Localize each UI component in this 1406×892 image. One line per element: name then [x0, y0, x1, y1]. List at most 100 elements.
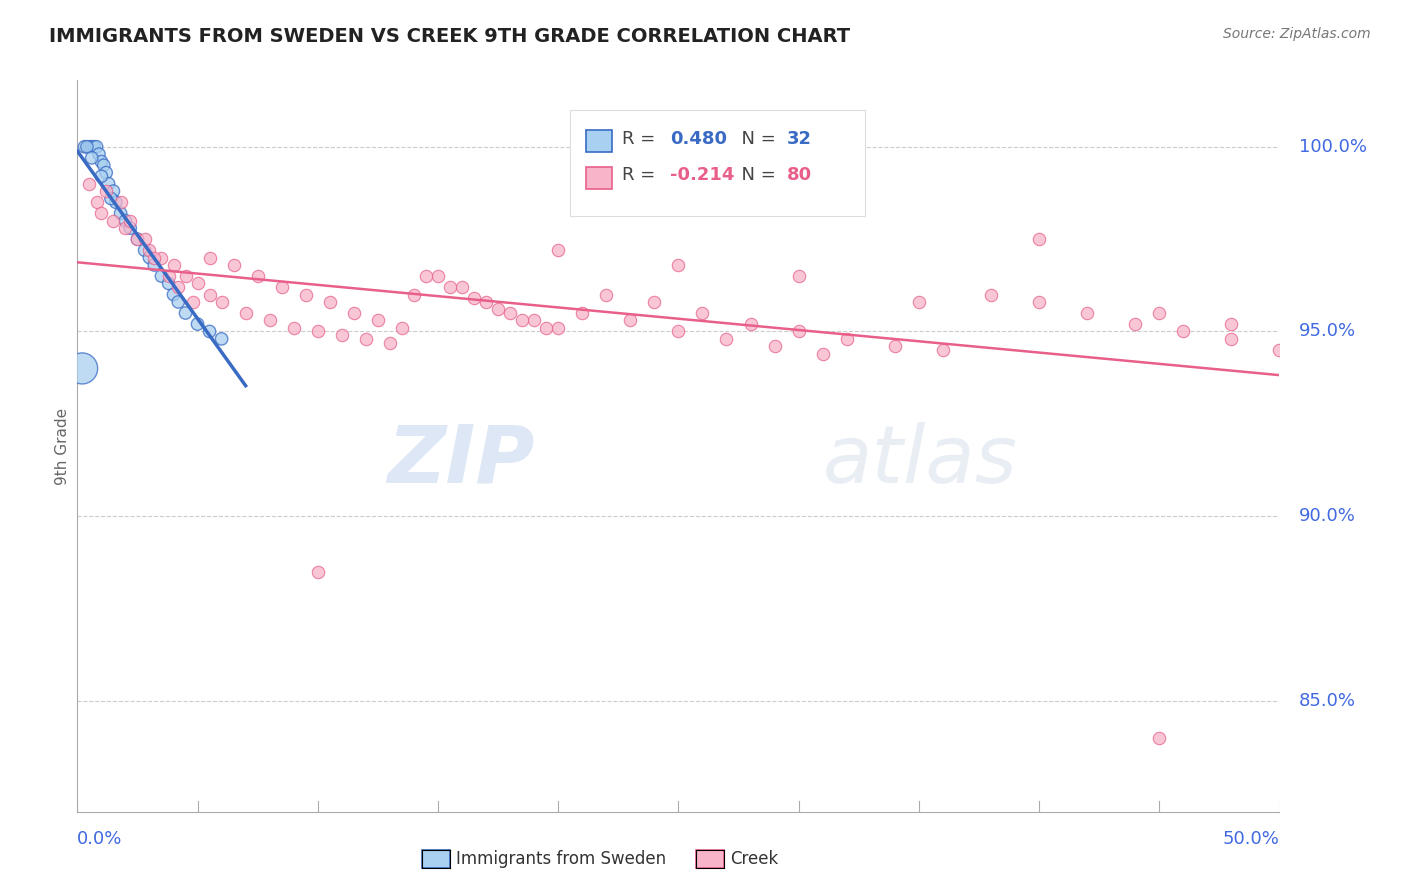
- Point: [391, 320, 413, 334]
- Point: [1149, 731, 1171, 745]
- Point: [1149, 306, 1171, 320]
- Point: [402, 287, 425, 301]
- FancyBboxPatch shape: [571, 110, 865, 216]
- Point: [811, 346, 834, 360]
- Point: [103, 213, 125, 227]
- Point: [90, 154, 112, 169]
- Point: [90, 206, 112, 220]
- Point: [1123, 317, 1146, 331]
- Point: [932, 343, 955, 357]
- Point: [354, 332, 377, 346]
- Point: [307, 325, 329, 339]
- Point: [475, 294, 498, 309]
- Point: [150, 268, 173, 283]
- Point: [716, 332, 738, 346]
- Point: [571, 306, 593, 320]
- Text: 0.0%: 0.0%: [77, 830, 122, 848]
- Point: [692, 306, 714, 320]
- Point: [96, 166, 118, 180]
- Point: [162, 258, 184, 272]
- Point: [70, 361, 93, 376]
- Text: IMMIGRANTS FROM SWEDEN VS CREEK 9TH GRADE CORRELATION CHART: IMMIGRANTS FROM SWEDEN VS CREEK 9TH GRAD…: [49, 27, 851, 45]
- Point: [343, 306, 366, 320]
- Point: [157, 277, 180, 291]
- Text: R =: R =: [621, 130, 661, 148]
- Point: [211, 332, 233, 346]
- Point: [186, 277, 209, 291]
- Text: 50.0%: 50.0%: [1223, 830, 1279, 848]
- Text: 95.0%: 95.0%: [1299, 323, 1355, 341]
- Point: [150, 251, 173, 265]
- Text: -0.214: -0.214: [671, 167, 734, 185]
- Point: [1028, 232, 1050, 246]
- Point: [80, 151, 103, 165]
- Point: [211, 294, 233, 309]
- Point: [787, 268, 810, 283]
- Point: [499, 306, 522, 320]
- Point: [595, 287, 617, 301]
- Text: ZIP: ZIP: [387, 422, 534, 500]
- Point: [83, 140, 105, 154]
- Point: [510, 313, 533, 327]
- Point: [451, 280, 474, 294]
- Text: atlas: atlas: [823, 422, 1018, 500]
- Point: [1076, 306, 1098, 320]
- Point: [307, 565, 329, 579]
- Text: 80: 80: [786, 167, 811, 185]
- Point: [463, 291, 485, 305]
- Point: [76, 140, 98, 154]
- Point: [643, 294, 665, 309]
- Point: [100, 192, 122, 206]
- Point: [174, 306, 197, 320]
- Point: [79, 177, 101, 191]
- Point: [378, 335, 401, 350]
- Point: [162, 287, 184, 301]
- Point: [740, 317, 762, 331]
- Text: R =: R =: [621, 167, 661, 185]
- Point: [87, 147, 110, 161]
- Point: [283, 320, 305, 334]
- Text: N =: N =: [730, 167, 782, 185]
- Point: [259, 313, 281, 327]
- Point: [1268, 343, 1291, 357]
- Text: 0.480: 0.480: [671, 130, 727, 148]
- Point: [198, 325, 221, 339]
- Point: [138, 251, 160, 265]
- Point: [167, 280, 190, 294]
- Point: [367, 313, 389, 327]
- Point: [134, 244, 156, 258]
- Point: [86, 195, 108, 210]
- Point: [235, 306, 257, 320]
- Text: Immigrants from Sweden: Immigrants from Sweden: [456, 850, 665, 868]
- Point: [222, 258, 245, 272]
- Point: [114, 213, 136, 227]
- Point: [110, 206, 132, 220]
- Point: [534, 320, 557, 334]
- Point: [883, 339, 905, 353]
- Point: [427, 268, 450, 283]
- Point: [138, 244, 160, 258]
- Point: [835, 332, 858, 346]
- Y-axis label: 9th Grade: 9th Grade: [55, 408, 70, 484]
- Point: [787, 325, 810, 339]
- Text: 90.0%: 90.0%: [1299, 508, 1355, 525]
- Point: [86, 140, 108, 154]
- Point: [246, 268, 269, 283]
- Point: [181, 294, 204, 309]
- Point: [486, 302, 509, 317]
- FancyBboxPatch shape: [586, 167, 612, 188]
- Point: [120, 213, 142, 227]
- Point: [523, 313, 546, 327]
- Point: [198, 287, 221, 301]
- Point: [79, 140, 101, 154]
- Point: [73, 140, 96, 154]
- Point: [96, 184, 118, 198]
- Point: [198, 251, 221, 265]
- Point: [157, 268, 180, 283]
- Point: [319, 294, 342, 309]
- Point: [668, 325, 690, 339]
- Point: [1028, 294, 1050, 309]
- Point: [1220, 332, 1243, 346]
- Point: [97, 177, 120, 191]
- Text: N =: N =: [730, 130, 782, 148]
